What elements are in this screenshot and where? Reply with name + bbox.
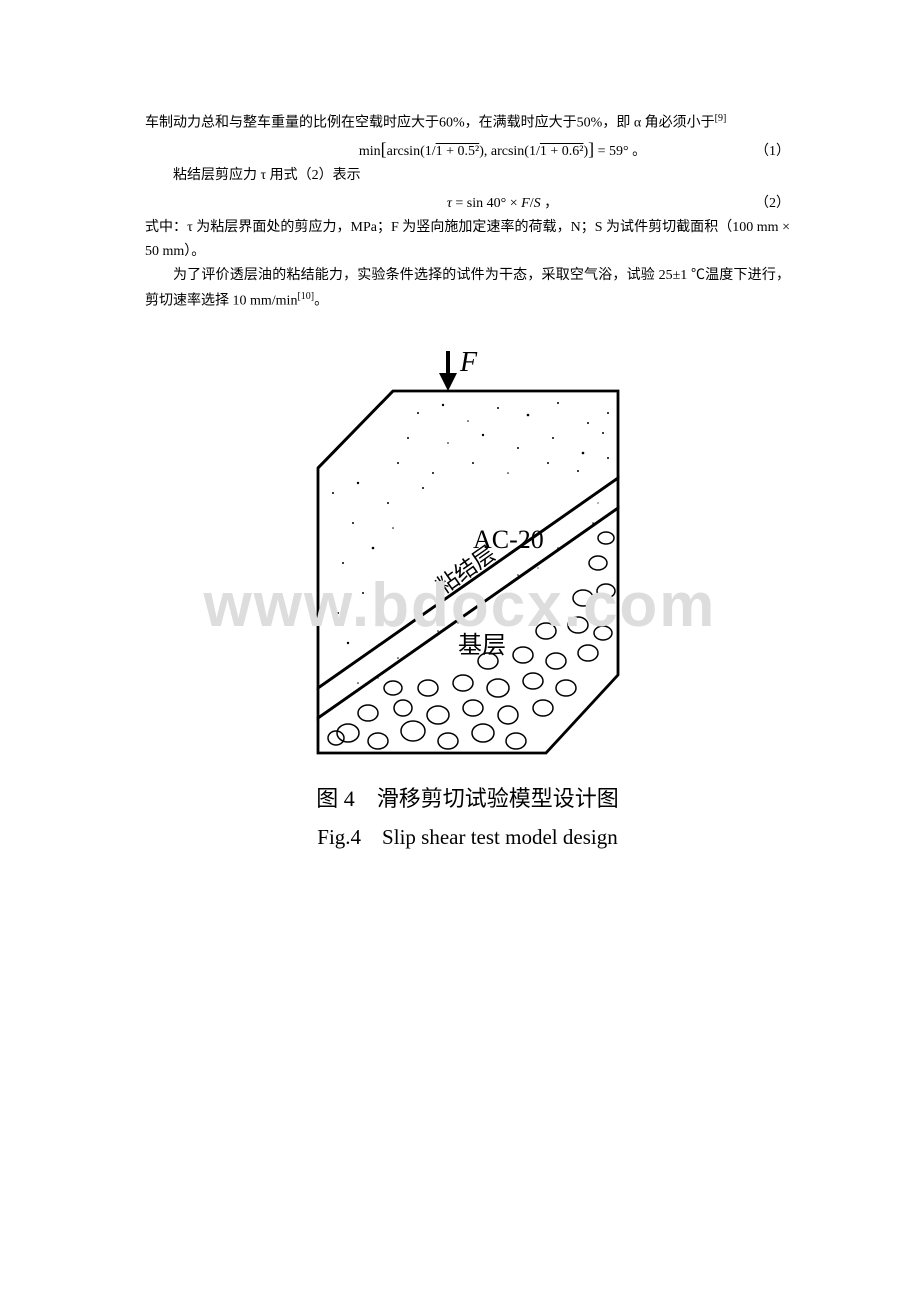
p1-text: 车制动力总和与整车重量的比例在空载时应大于60%，在满载时应大于50%，即 α …	[145, 116, 715, 131]
paragraph-2: 粘结层剪应力 τ 用式（2）表示	[145, 164, 790, 188]
equation-1-number: （1）	[740, 140, 790, 160]
figure-4-diagram: F F	[298, 343, 638, 763]
p4-ref: [10]	[297, 291, 314, 302]
svg-text:F: F	[459, 347, 478, 378]
eq2-suffix: ，	[544, 196, 558, 211]
figure-caption-en: Fig.4 Slip shear test model design	[145, 821, 790, 851]
paragraph-3: 式中：τ 为粘层界面处的剪应力，MPa；F 为竖向施加定速率的荷载，N；S 为试…	[145, 216, 790, 264]
p1-ref: [9]	[715, 113, 727, 124]
equation-1-row: min[arcsin(1/1 + 0.5²), arcsin(1/1 + 0.6…	[145, 139, 790, 160]
eq1-suffix: 。	[632, 144, 646, 159]
figure-4: F F	[145, 343, 790, 851]
figure-caption-cn: 图 4 滑移剪切试验模型设计图	[145, 781, 790, 813]
paragraph-4: 为了评价透层油的粘结能力，实验条件选择的试件为干态，采取空气浴，试验 25±1 …	[145, 264, 790, 313]
p3-text: 式中：τ 为粘层界面处的剪应力，MPa；F 为竖向施加定速率的荷载，N；S 为试…	[145, 220, 790, 259]
svg-text:基层: 基层	[458, 632, 506, 659]
p4-text: 为了评价透层油的粘结能力，实验条件选择的试件为干态，采取空气浴，试验 25±1 …	[145, 268, 790, 308]
p4-suffix: 。	[314, 293, 328, 308]
equation-1: min[arcsin(1/1 + 0.5²), arcsin(1/1 + 0.6…	[265, 139, 740, 160]
paragraph-1: 车制动力总和与整车重量的比例在空载时应大于60%，在满载时应大于50%，即 α …	[145, 110, 790, 135]
equation-2-row: τ = sin 40° × F/S ， （2）	[145, 192, 790, 212]
equation-2: τ = sin 40° × F/S ，	[265, 192, 740, 212]
p2-text: 粘结层剪应力 τ 用式（2）表示	[173, 168, 361, 183]
equation-2-number: （2）	[740, 192, 790, 212]
